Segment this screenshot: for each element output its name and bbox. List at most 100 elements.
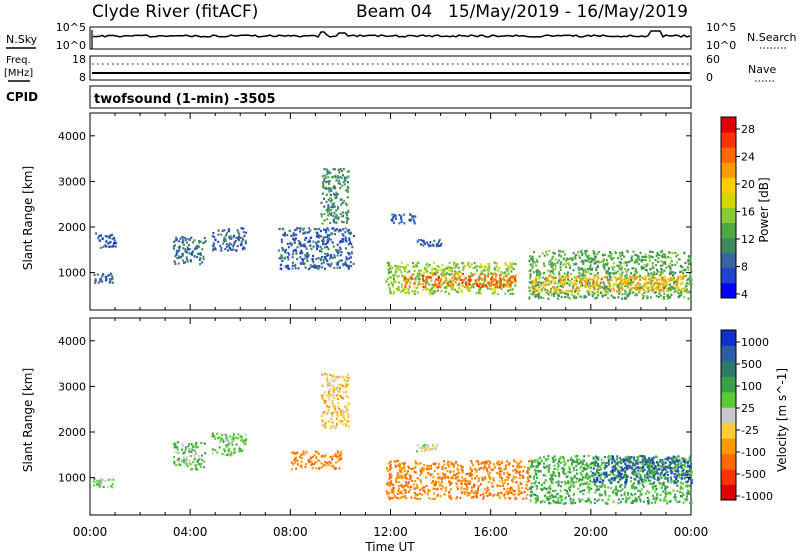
echo-cell xyxy=(338,169,340,171)
echo-cell xyxy=(316,232,318,234)
echo-cell xyxy=(606,462,608,464)
echo-cell xyxy=(322,397,324,399)
echo-cell xyxy=(465,277,467,279)
echo-cell xyxy=(174,446,176,448)
echo-cell xyxy=(660,494,662,496)
echo-cell xyxy=(467,286,469,288)
echo-cell xyxy=(346,376,348,378)
echo-cell xyxy=(631,502,633,504)
echo-cell xyxy=(337,208,339,210)
echo-cell xyxy=(212,435,214,437)
echo-cell xyxy=(334,408,336,410)
echo-cell xyxy=(526,484,528,486)
echo-cell xyxy=(558,475,560,477)
echo-cell xyxy=(324,175,326,177)
echo-cell xyxy=(489,478,491,480)
echo-cell xyxy=(553,256,555,258)
echo-cell xyxy=(533,478,535,480)
echo-cell xyxy=(643,289,645,291)
echo-cell xyxy=(308,268,310,270)
echo-cell xyxy=(673,456,675,458)
echo-cell xyxy=(345,203,347,205)
echo-cell xyxy=(224,448,226,450)
echo-cell xyxy=(530,494,532,496)
echo-cell xyxy=(499,464,501,466)
echo-cell xyxy=(600,291,602,293)
echo-cell xyxy=(683,276,685,278)
echo-cell xyxy=(234,241,236,243)
echo-cell xyxy=(300,465,302,467)
echo-cell xyxy=(576,473,578,475)
echo-cell xyxy=(635,268,637,270)
echo-cell xyxy=(405,489,407,491)
echo-cell xyxy=(345,383,347,385)
echo-cell xyxy=(484,275,486,277)
echo-cell xyxy=(567,271,569,273)
echo-cell xyxy=(348,229,350,231)
echo-cell xyxy=(331,418,333,420)
echo-cell xyxy=(562,471,564,473)
echo-cell xyxy=(432,244,434,246)
echo-cell xyxy=(347,181,349,183)
echo-cell xyxy=(487,275,489,277)
echo-cell xyxy=(507,493,509,495)
echo-cell xyxy=(487,263,489,265)
echo-cell xyxy=(664,478,666,480)
echo-cell xyxy=(644,456,646,458)
echo-cell xyxy=(287,243,289,245)
echo-cell xyxy=(306,248,308,250)
echo-cell xyxy=(542,297,544,299)
echo-cell xyxy=(219,446,221,448)
echo-cell xyxy=(629,497,631,499)
echo-cell xyxy=(535,501,537,503)
echo-cell xyxy=(580,278,582,280)
echo-cell xyxy=(183,244,185,246)
echo-cell xyxy=(342,376,344,378)
echo-cell xyxy=(541,484,543,486)
echo-cell xyxy=(390,464,392,466)
echo-cell xyxy=(441,478,443,480)
echo-cell xyxy=(491,276,493,278)
echo-cell xyxy=(649,289,651,291)
echo-cell xyxy=(594,288,596,290)
echo-cell xyxy=(288,253,290,255)
echo-cell xyxy=(652,488,654,490)
echo-cell xyxy=(397,497,399,499)
echo-cell xyxy=(304,254,306,256)
echo-cell xyxy=(424,450,426,452)
echo-cell xyxy=(177,452,179,454)
echo-cell xyxy=(538,295,540,297)
echo-cell xyxy=(593,467,595,469)
echo-cell xyxy=(317,257,319,259)
echo-cell xyxy=(581,499,583,501)
echo-cell xyxy=(414,287,416,289)
echo-cell xyxy=(435,273,437,275)
echo-cell xyxy=(292,265,294,267)
echo-cell xyxy=(534,459,536,461)
echo-cell xyxy=(115,242,117,244)
echo-cell xyxy=(284,257,286,259)
echo-cell xyxy=(552,490,554,492)
echo-cell xyxy=(280,264,282,266)
echo-cell xyxy=(454,267,456,269)
echo-cell xyxy=(602,296,604,298)
echo-cell xyxy=(110,241,112,243)
echo-cell xyxy=(638,473,640,475)
echo-cell xyxy=(443,273,445,275)
echo-cell xyxy=(298,227,300,229)
echo-cell xyxy=(440,290,442,292)
echo-cell xyxy=(637,481,639,483)
echo-cell xyxy=(340,213,342,215)
echo-cell xyxy=(558,259,560,261)
echo-cell xyxy=(667,294,669,296)
echo-cell xyxy=(335,210,337,212)
echo-cell xyxy=(587,290,589,292)
echo-cell xyxy=(576,458,578,460)
echo-cell xyxy=(312,467,314,469)
echo-cell xyxy=(575,455,577,457)
echo-cell xyxy=(484,476,486,478)
echo-cell xyxy=(286,234,288,236)
echo-cell xyxy=(624,268,626,270)
echo-cell xyxy=(433,484,435,486)
echo-cell xyxy=(327,176,329,178)
